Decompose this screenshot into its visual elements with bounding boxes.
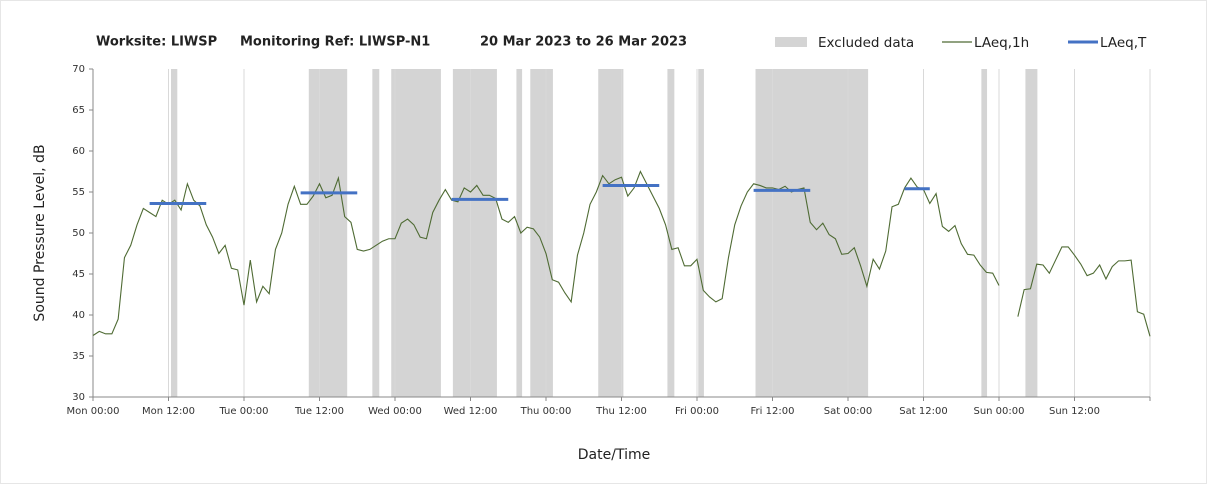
excluded-band (1025, 69, 1038, 397)
legend-swatch (775, 37, 807, 47)
legend: Excluded data LAeq,1h LAeq,T (775, 35, 1147, 51)
excluded-band (667, 69, 675, 397)
x-tick-label: Thu 00:00 (520, 406, 572, 417)
excluded-band (981, 69, 988, 397)
excluded-band (372, 69, 380, 397)
x-tick-label: Wed 12:00 (444, 406, 498, 417)
x-tick-label: Sun 00:00 (973, 406, 1024, 417)
legend-label: LAeq,1h (974, 35, 1029, 51)
excluded-band (452, 69, 497, 397)
excluded-band (171, 69, 178, 397)
x-tick-label: Sat 12:00 (899, 406, 947, 417)
y-tick-label: 40 (72, 310, 85, 321)
data-line (92, 170, 1000, 336)
x-axis-label: Date/Time (578, 447, 650, 463)
y-tick-label: 50 (72, 228, 85, 239)
excluded-band (391, 69, 441, 397)
y-tick-label: 55 (72, 187, 85, 198)
x-tick-label: Wed 00:00 (368, 406, 422, 417)
x-tick-label: Fri 00:00 (675, 406, 719, 417)
excluded-band (698, 69, 704, 397)
excluded-band (598, 69, 624, 397)
x-tick-label: Mon 12:00 (142, 406, 195, 417)
legend-label: LAeq,T (1100, 35, 1147, 51)
data-line (1017, 246, 1151, 337)
y-tick-label: 30 (72, 392, 85, 403)
chart-title: 20 Mar 2023 to 26 Mar 2023 (480, 35, 687, 50)
x-tick-label: Sat 00:00 (824, 406, 872, 417)
x-tick-label: Sun 12:00 (1049, 406, 1100, 417)
excluded-band (308, 69, 348, 397)
excluded-band (530, 69, 553, 397)
x-tick-label: Tue 12:00 (294, 406, 344, 417)
y-axis-label: Sound Pressure Level, dB (32, 144, 48, 321)
plot: Mon 00:00 Mon 12:00 Tue 00:00 Tue 12:00 Wed … (66, 64, 1151, 417)
chart-title: Worksite: LIWSP (96, 35, 217, 50)
y-tick-label: 45 (72, 269, 85, 280)
x-tick-label: Fri 12:00 (751, 406, 795, 417)
y-tick-label: 35 (72, 351, 85, 362)
y-tick-label: 60 (72, 146, 85, 157)
x-tick-label: Thu 12:00 (595, 406, 647, 417)
y-tick-label: 65 (72, 105, 85, 116)
y-tick-label: 70 (72, 64, 85, 75)
x-tick-label: Mon 00:00 (66, 406, 119, 417)
excluded-band (516, 69, 523, 397)
chart-title: Monitoring Ref: LIWSP-N1 (240, 35, 430, 50)
legend-label: Excluded data (818, 35, 914, 51)
excluded-band (755, 69, 869, 397)
x-tick-label: Tue 00:00 (218, 406, 268, 417)
